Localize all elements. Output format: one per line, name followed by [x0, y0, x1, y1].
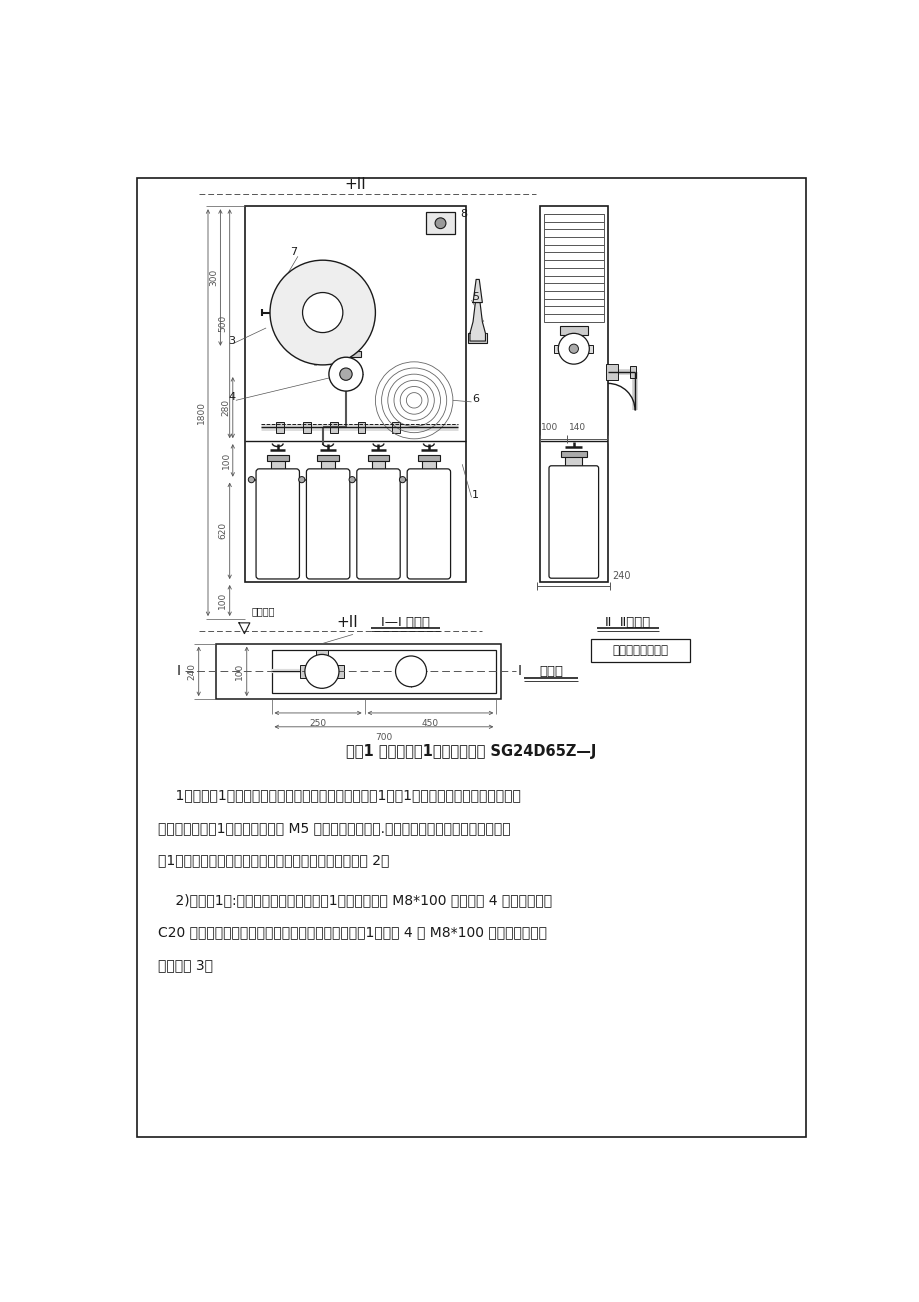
Text: 5: 5 [471, 292, 479, 302]
Bar [392, 422, 400, 432]
Text: 100: 100 [540, 423, 558, 432]
Text: 找平找正，待符1体稳固后，再用 M5 水泥砂浆填实抹平.不允许用锤钉、锤子敲击的方法将: 找平找正，待符1体稳固后，再用 M5 水泥砂浆填实抹平.不允许用锤钉、锤子敲击的… [157, 820, 510, 835]
FancyBboxPatch shape [306, 469, 349, 579]
Text: 附图1 带灭火器符1组合式消防柜 SG24D65Z—J: 附图1 带灭火器符1组合式消防柜 SG24D65Z—J [346, 743, 596, 759]
FancyBboxPatch shape [255, 469, 299, 579]
Bar [368, 454, 389, 461]
Bar [300, 665, 309, 677]
Text: C20 混凝土填实；明装在混凝土墙、柱上的消火栓符1，采用 4 套 M8*100 膨胀螺钉固定；: C20 混凝土填实；明装在混凝土墙、柱上的消火栓符1，采用 4 套 M8*100… [157, 926, 546, 940]
Polygon shape [472, 280, 482, 302]
Bar [564, 456, 582, 471]
Text: Ⅱ  Ⅱ剖面图: Ⅱ Ⅱ剖面图 [605, 616, 650, 629]
Text: 8: 8 [460, 210, 467, 219]
Bar [554, 345, 593, 353]
Bar [417, 454, 439, 461]
Bar [342, 345, 349, 353]
Text: 100: 100 [218, 592, 227, 609]
Bar [425, 212, 455, 234]
Text: +II: +II [336, 615, 358, 630]
Text: 700: 700 [375, 733, 392, 742]
Circle shape [248, 477, 255, 483]
Text: 500: 500 [218, 315, 227, 332]
Bar [330, 422, 338, 432]
Bar [271, 650, 495, 693]
Bar [321, 460, 335, 475]
Text: 300: 300 [209, 270, 218, 286]
Bar [371, 460, 385, 475]
Bar [629, 366, 635, 378]
Text: 140: 140 [569, 423, 585, 432]
Bar [606, 365, 618, 380]
Text: 室内地面: 室内地面 [251, 607, 275, 616]
Text: 1）暗装符1体：暗装在砖墙、混凝土墙上的消火栓符1，符1体与墙体之间使用木樔填塞，: 1）暗装符1体：暗装在砖墙、混凝土墙上的消火栓符1，符1体与墙体之间使用木樔填塞… [157, 789, 520, 802]
Bar [245, 206, 466, 582]
Text: （见附图 3）: （见附图 3） [157, 958, 212, 971]
Circle shape [399, 477, 405, 483]
Text: 4: 4 [228, 392, 235, 402]
Circle shape [348, 477, 355, 483]
Bar [539, 206, 607, 582]
Circle shape [339, 368, 352, 380]
Text: 丙型组合式消防柜: 丙型组合式消防柜 [612, 644, 668, 658]
Bar [590, 639, 689, 663]
Bar [567, 335, 579, 342]
Bar [267, 454, 289, 461]
Polygon shape [470, 302, 485, 341]
Text: I: I [517, 664, 521, 678]
Bar [334, 665, 344, 677]
Circle shape [304, 655, 338, 689]
Bar [276, 422, 284, 432]
Text: 450: 450 [422, 719, 438, 728]
Bar [303, 422, 311, 432]
FancyBboxPatch shape [407, 469, 450, 579]
Bar [216, 643, 501, 699]
Circle shape [299, 477, 304, 483]
Bar [330, 352, 361, 357]
Text: 620: 620 [218, 522, 227, 539]
Circle shape [269, 260, 375, 365]
Bar [422, 460, 436, 475]
Text: 符1体硬塞入预留孔内，而应将其平稳地放入。（见附图 2）: 符1体硬塞入预留孔内，而应将其平稳地放入。（见附图 2） [157, 853, 389, 867]
Circle shape [558, 333, 589, 365]
Text: 1: 1 [471, 490, 479, 500]
Bar [560, 452, 586, 457]
FancyBboxPatch shape [549, 466, 598, 578]
Text: 100: 100 [235, 663, 244, 680]
FancyBboxPatch shape [357, 469, 400, 579]
Circle shape [569, 344, 578, 353]
Text: 240: 240 [611, 570, 630, 581]
Text: +II: +II [344, 177, 366, 193]
Text: 3: 3 [228, 336, 235, 346]
Text: 2)明装符1体:明装在砖墙上的消火栓符1，在墙上预埋 M8*100 镀锤联钉 4 套，皙孔处用: 2)明装符1体:明装在砖墙上的消火栓符1，在墙上预埋 M8*100 镀锤联钉 4… [157, 893, 551, 907]
Text: 100: 100 [221, 452, 231, 469]
Text: 240: 240 [187, 663, 196, 680]
Text: 平面图: 平面图 [539, 665, 562, 678]
Text: 1800: 1800 [197, 401, 206, 424]
Text: 6: 6 [471, 393, 479, 404]
Circle shape [329, 357, 363, 391]
Bar [357, 422, 365, 432]
Bar [560, 326, 587, 335]
Text: 280: 280 [221, 400, 231, 417]
Circle shape [395, 656, 426, 686]
Text: 250: 250 [309, 719, 326, 728]
Text: I—I 剖面图: I—I 剖面图 [380, 616, 430, 629]
Text: I: I [176, 664, 180, 678]
Bar [543, 214, 604, 322]
Circle shape [435, 217, 446, 229]
Bar [468, 333, 486, 342]
Bar [317, 454, 338, 461]
Text: 7: 7 [289, 247, 297, 258]
Bar [315, 650, 328, 659]
Circle shape [302, 293, 343, 332]
Bar [270, 460, 284, 475]
